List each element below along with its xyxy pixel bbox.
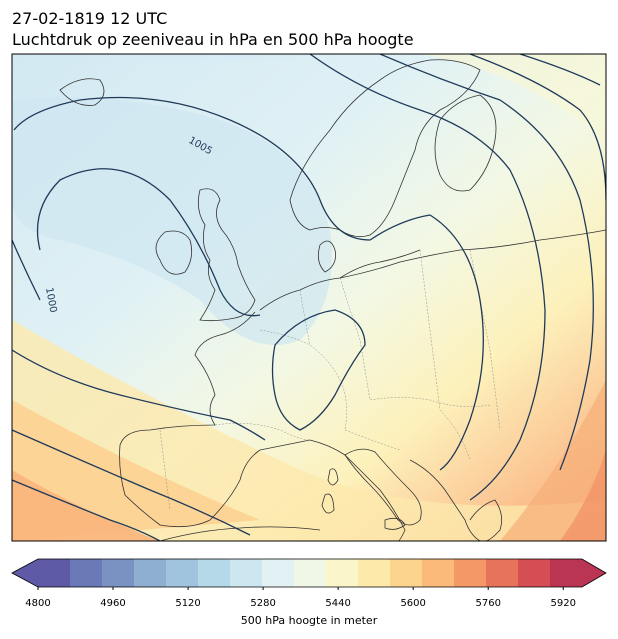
- map-datetime: 27-02-1819 12 UTC: [12, 9, 168, 28]
- height-band-se: [500, 380, 606, 541]
- colorbar-swatch: [262, 559, 295, 587]
- colorbar-tick-label: 5280: [250, 598, 276, 609]
- height-band-se-hot: [560, 450, 606, 541]
- colorbar-swatch: [326, 559, 359, 587]
- colorbar-tick-label: 5600: [400, 598, 426, 609]
- colorbar-extend-low: [12, 559, 38, 587]
- colorbar-swatch: [102, 559, 135, 587]
- colorbar-label: 500 hPa hoogte in meter: [240, 614, 378, 627]
- isobar-label-1000: 1000: [43, 287, 58, 314]
- colorbar-swatch: [486, 559, 519, 587]
- colorbar-swatch: [38, 559, 71, 587]
- colorbar-swatch: [294, 559, 327, 587]
- colorbar-swatch: [454, 559, 487, 587]
- colorbar-extend-high: [582, 559, 606, 587]
- colorbar: [11, 558, 607, 590]
- colorbar-swatch: [198, 559, 231, 587]
- coastlines: [59, 59, 606, 541]
- colorbar-tick-label: 4960: [100, 598, 126, 609]
- colorbar-tick-label: 4800: [25, 598, 51, 609]
- colorbar-swatch: [422, 559, 455, 587]
- colorbar-tick-label: 5120: [175, 598, 201, 609]
- colorbar-swatch: [134, 559, 167, 587]
- colorbar-swatch: [518, 559, 551, 587]
- map-frame: [11, 53, 607, 542]
- colorbar-swatch: [230, 559, 263, 587]
- colorbar-tick-label: 5440: [325, 598, 351, 609]
- colorbar-swatch: [70, 559, 103, 587]
- colorbar-tick-label: 5920: [550, 598, 576, 609]
- colorbar-tick-label: 5760: [475, 598, 501, 609]
- cold-trough: [12, 97, 332, 345]
- map-title: Luchtdruk op zeeniveau in hPa en 500 hPa…: [12, 30, 414, 49]
- borders: [159, 249, 501, 511]
- isobars: [12, 54, 606, 541]
- colorbar-swatch: [358, 559, 391, 587]
- colorbar-swatch: [166, 559, 199, 587]
- colorbar-swatch: [390, 559, 423, 587]
- colorbar-swatch: [550, 559, 583, 587]
- height-band-hot: [12, 470, 160, 541]
